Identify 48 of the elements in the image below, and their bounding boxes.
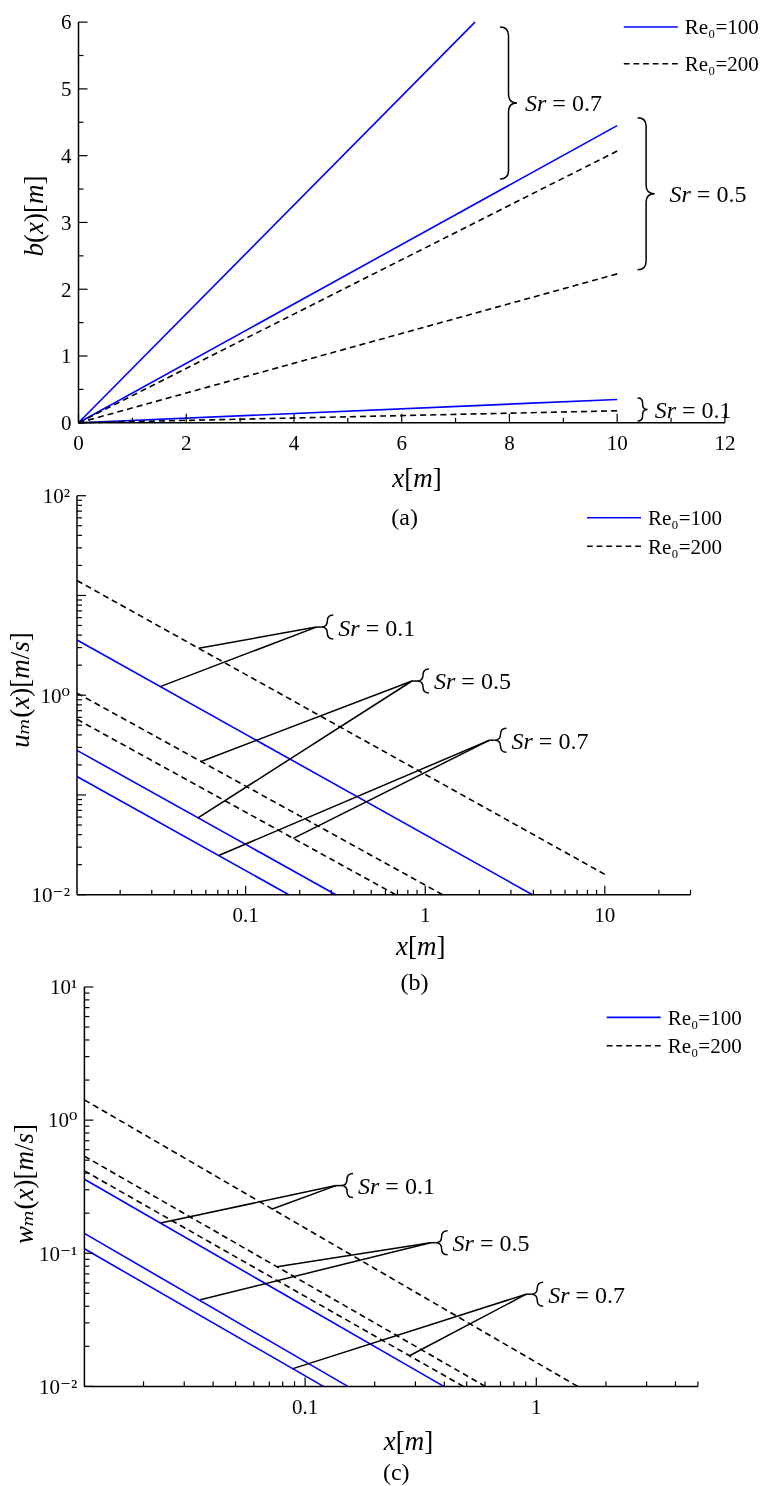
- y-tick-label: 10⁻²: [31, 883, 70, 908]
- legend-label: Re₀=200: [667, 1034, 742, 1059]
- annotation: Sr = 0.1: [654, 396, 732, 423]
- annotation: Sr = 0.7: [548, 1281, 626, 1308]
- x-tick-label: 12: [714, 431, 736, 456]
- annotation: Sr = 0.7: [511, 727, 589, 754]
- text: (a): [391, 504, 418, 531]
- x-axis-title: x[m]: [382, 1425, 434, 1456]
- y-axis-title: uₘ(x)[m/s]: [5, 632, 36, 748]
- legend-label: Re₀=200: [648, 534, 722, 559]
- y-tick-label: 10⁻¹: [39, 1241, 78, 1266]
- x-axis-title: x[m]: [395, 930, 446, 961]
- legend-label: Re₀=100: [684, 15, 759, 40]
- legend-label: Re₀=100: [648, 506, 722, 531]
- y-tick-label: 4: [61, 144, 72, 169]
- y-tick-label: 0: [61, 411, 72, 436]
- y-tick-label: 5: [61, 77, 72, 102]
- annotation: Sr = 0.5: [452, 1230, 530, 1257]
- legend-label: Re₀=200: [684, 52, 759, 77]
- y-tick-label: 3: [61, 210, 72, 235]
- annotation: Sr = 0.5: [669, 181, 747, 208]
- x-tick-label: 1: [420, 903, 431, 928]
- y-tick-label: 1: [61, 344, 72, 369]
- y-tick-label: 10⁰: [40, 683, 70, 708]
- y-tick-label: 10⁰: [47, 1108, 78, 1133]
- x-axis-title: x[m]: [391, 463, 442, 494]
- text: (b): [400, 969, 429, 996]
- y-tick-label: 2: [61, 277, 72, 302]
- y-tick-label: 10²: [42, 484, 70, 509]
- x-tick-label: 8: [504, 431, 515, 456]
- x-tick-label: 6: [396, 431, 407, 456]
- annotation: Sr = 0.1: [358, 1173, 435, 1199]
- annotation: Sr = 0.5: [434, 668, 511, 695]
- legend-label: Re₀=100: [667, 1005, 742, 1030]
- x-tick-label: 4: [288, 431, 300, 456]
- x-tick-label: 0.1: [291, 1394, 319, 1419]
- y-tick-label: 6: [61, 10, 72, 35]
- text: (c): [382, 1459, 410, 1486]
- x-tick-label: 2: [180, 431, 192, 456]
- annotation: Sr = 0.1: [338, 614, 416, 641]
- x-tick-label: 0.1: [232, 903, 259, 928]
- annotation: Sr = 0.7: [525, 90, 602, 117]
- y-axis-title: wₘ(x)[m/s]: [9, 1123, 40, 1245]
- y-tick-label: 10¹: [50, 975, 78, 1000]
- x-tick-label: 10: [606, 431, 628, 456]
- x-tick-label: 10: [594, 903, 616, 928]
- y-tick-label: 10⁻²: [39, 1374, 78, 1399]
- y-axis-title: b(x)[m]: [19, 175, 50, 257]
